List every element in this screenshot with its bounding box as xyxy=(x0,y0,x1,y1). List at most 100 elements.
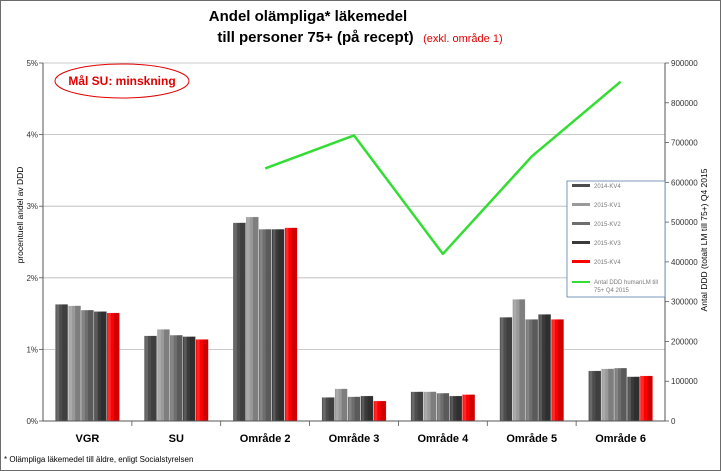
bar-shade xyxy=(519,299,526,421)
bar-highlight xyxy=(374,400,378,421)
bar-shade xyxy=(265,229,272,421)
bar-highlight xyxy=(411,391,415,421)
bar-highlight xyxy=(272,229,276,421)
bar-highlight xyxy=(539,314,543,421)
y-tick-labels: 0% 1% 2% 3% 4% 5% xyxy=(26,59,38,426)
bar-highlight xyxy=(602,368,606,421)
legend-swatch xyxy=(572,222,590,225)
y2-tick-label: 800000 xyxy=(671,99,698,108)
y2-tick-label: 700000 xyxy=(671,139,698,148)
legend-swatch xyxy=(572,184,590,187)
legend-label: Antal DDD humanLM till 75+ Q4 2015 xyxy=(594,280,658,294)
y2-tick-label: 0 xyxy=(671,417,676,426)
bar-shade xyxy=(532,319,539,421)
bar-highlight xyxy=(615,368,619,421)
y-tick-label: 0% xyxy=(26,417,38,426)
bar-highlight xyxy=(335,388,339,421)
bar-shade xyxy=(608,368,614,421)
bar-shade xyxy=(621,368,627,421)
bar-shade xyxy=(341,388,348,421)
y2-tick-label: 200000 xyxy=(671,337,698,346)
line-series xyxy=(264,80,622,256)
bar-highlight xyxy=(196,339,200,421)
bar-highlight xyxy=(463,394,467,421)
y-tick-label: 2% xyxy=(26,274,38,283)
y-tick-label: 1% xyxy=(26,345,38,354)
bar-highlight xyxy=(183,336,187,421)
bar-shade xyxy=(278,229,285,421)
y-axis-label: procentuell andel av DDD xyxy=(15,167,25,264)
legend-label: 2014-KV4 xyxy=(594,184,621,190)
bar-shade xyxy=(189,336,196,421)
bar-highlight xyxy=(82,310,85,421)
bar-shade xyxy=(328,397,335,421)
bar-shade xyxy=(62,304,68,421)
bar-shade xyxy=(367,395,374,421)
bar-shade xyxy=(176,335,183,421)
bar-highlight xyxy=(450,395,454,421)
y2-tick-labels: 0 100000 200000 300000 400000 500000 600000 700… xyxy=(671,59,698,426)
x-category-label: Område 6 xyxy=(595,433,646,445)
bar-highlight xyxy=(259,229,263,421)
bar-shade xyxy=(239,222,246,421)
bar-shade xyxy=(252,216,259,421)
y2-tick-label: 300000 xyxy=(671,298,698,307)
bar-highlight xyxy=(641,375,644,421)
bar-shade xyxy=(113,312,120,421)
bar-highlight xyxy=(361,395,365,421)
bar-shade xyxy=(595,370,602,421)
x-category-label: Område 2 xyxy=(240,433,291,445)
bar-shade xyxy=(354,396,361,421)
chart-title-note: (exkl. område 1) xyxy=(423,33,502,45)
bar-shade xyxy=(443,393,450,421)
bar-highlight xyxy=(552,319,555,421)
y2-tick-label: 500000 xyxy=(671,218,698,227)
legend: 2014-KV4 2015-KV1 2015-KV2 2015-KV3 2015-KV4… xyxy=(566,180,666,298)
bar-shade xyxy=(164,329,170,421)
goal-ellipse xyxy=(54,63,190,99)
bar-shade xyxy=(545,314,551,421)
bar-highlight xyxy=(513,299,517,421)
bar-highlight xyxy=(158,329,161,421)
y-tick-label: 4% xyxy=(26,131,38,140)
bar-highlight xyxy=(322,397,326,421)
bar-shade xyxy=(558,319,564,421)
y-tick-label: 3% xyxy=(26,202,38,211)
y2-tick-label: 600000 xyxy=(671,178,698,187)
chart-title-line2: till personer 75+ (på recept) (exkl. omr… xyxy=(217,29,502,46)
bar-highlight xyxy=(69,305,73,421)
bar-shade xyxy=(506,317,513,421)
bar-highlight xyxy=(246,216,250,421)
bar-shade xyxy=(202,339,209,421)
bar-shade xyxy=(634,376,640,421)
bar-shade xyxy=(469,394,475,421)
bar-highlight xyxy=(107,312,111,421)
bar-highlight xyxy=(285,227,289,421)
y2-tick-label: 400000 xyxy=(671,258,698,267)
x-category-label: SU xyxy=(169,433,184,445)
legend-label: 2015-KV4 xyxy=(594,260,621,266)
x-category-label: Område 4 xyxy=(417,433,469,445)
x-category-label: VGR xyxy=(76,433,100,445)
legend-label: 2015-KV3 xyxy=(594,241,621,247)
legend-swatch xyxy=(572,241,590,244)
y-tick-label: 5% xyxy=(26,59,38,68)
chart-title-line2-main: till personer 75+ (på recept) xyxy=(217,29,413,46)
bar-shade xyxy=(100,311,107,421)
bar-highlight xyxy=(589,370,593,421)
legend-label: 2015-KV1 xyxy=(594,203,621,209)
legend-swatch xyxy=(572,260,590,263)
bar-shade xyxy=(88,310,94,421)
x-category-labels: VGR SU Område 2 Område 3 Område 4 Område 5 Omr… xyxy=(76,433,646,445)
bar-highlight xyxy=(234,222,237,421)
bars xyxy=(55,216,653,422)
bar-highlight xyxy=(95,311,98,421)
footnote: * Olämpliga läkemedel till äldre, enligt… xyxy=(4,455,193,464)
x-category-label: Område 3 xyxy=(329,433,380,445)
bar-shade xyxy=(647,375,653,421)
bar-highlight xyxy=(500,317,504,421)
bar-highlight xyxy=(628,376,631,421)
bar-highlight xyxy=(170,335,174,421)
y2-tick-label: 100000 xyxy=(671,377,698,386)
bar-shade xyxy=(75,305,81,421)
